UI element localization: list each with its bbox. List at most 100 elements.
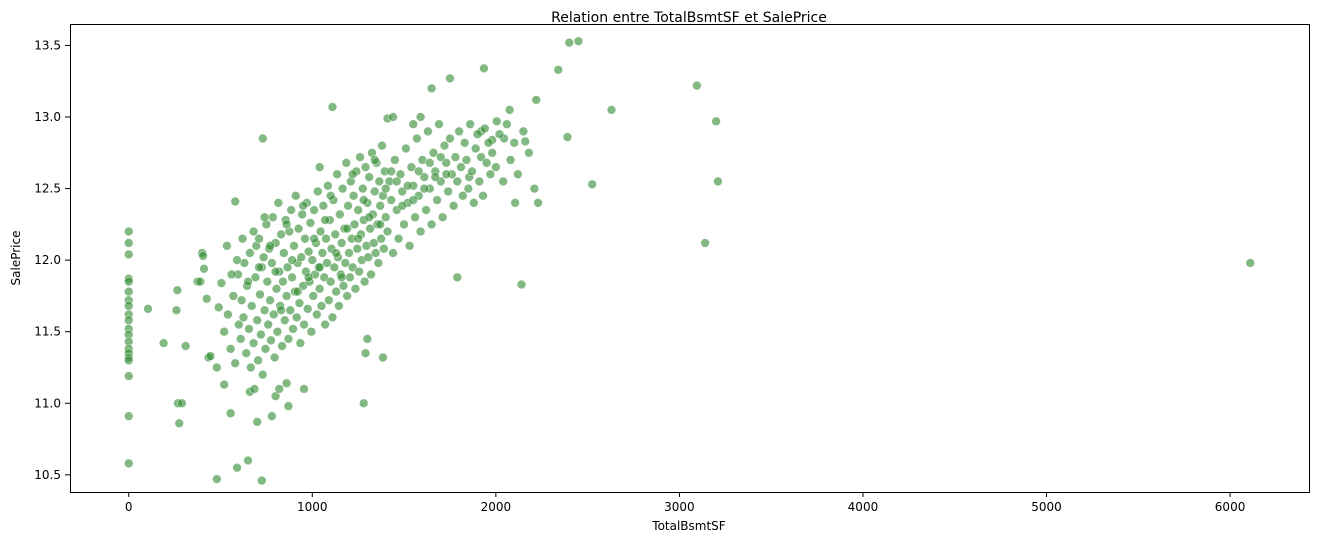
- data-point: [330, 229, 340, 240]
- x-tick-label: 0: [125, 500, 133, 514]
- data-point: [487, 148, 497, 158]
- data-point: [309, 233, 319, 244]
- data-point: [401, 143, 411, 154]
- data-point: [363, 252, 373, 262]
- data-point: [331, 286, 341, 297]
- data-point: [248, 226, 259, 237]
- data-point: [386, 195, 396, 205]
- data-point: [505, 155, 516, 165]
- data-point: [345, 272, 355, 283]
- data-point: [348, 191, 359, 201]
- data-point: [338, 281, 349, 291]
- data-point: [463, 183, 474, 194]
- y-tick-label: 11.0: [34, 396, 61, 410]
- data-point: [202, 294, 212, 304]
- data-point: [247, 301, 257, 311]
- data-point: [465, 119, 475, 129]
- data-point: [225, 344, 236, 354]
- data-point: [408, 119, 418, 129]
- data-point: [254, 262, 264, 272]
- data-point: [262, 276, 273, 287]
- data-point: [124, 249, 134, 260]
- x-tick-label: 3000: [664, 500, 695, 514]
- data-point: [177, 398, 187, 408]
- data-point: [232, 462, 242, 473]
- data-point: [476, 152, 486, 162]
- data-point: [124, 276, 134, 287]
- data-point: [456, 162, 466, 172]
- data-point: [441, 158, 451, 168]
- data-point: [347, 262, 358, 272]
- data-point: [354, 266, 364, 277]
- x-axis: 0 1000 2000 3000 4000 5000 6000: [125, 492, 1245, 514]
- data-point: [236, 334, 246, 344]
- data-point: [279, 248, 289, 258]
- data-point: [315, 226, 326, 237]
- data-point: [375, 201, 385, 211]
- data-point: [404, 241, 415, 251]
- data-point: [258, 252, 269, 262]
- data-point: [288, 324, 298, 334]
- data-point: [295, 338, 306, 348]
- data-point: [390, 155, 400, 165]
- data-point: [314, 284, 325, 294]
- data-point: [469, 198, 479, 208]
- data-point: [222, 241, 232, 251]
- data-point: [437, 212, 448, 222]
- data-point: [386, 166, 396, 177]
- data-point: [472, 129, 483, 139]
- data-point: [481, 158, 492, 168]
- data-point: [340, 258, 351, 268]
- data-point: [324, 295, 334, 305]
- data-point: [430, 172, 440, 182]
- data-point: [306, 327, 317, 337]
- data-point: [470, 143, 481, 154]
- data-point: [287, 272, 297, 283]
- data-point: [237, 233, 248, 244]
- data-point: [243, 455, 253, 466]
- data-point: [230, 358, 240, 368]
- data-point: [478, 191, 488, 201]
- data-point: [228, 291, 239, 301]
- data-point: [562, 132, 573, 142]
- x-tick-label: 6000: [1215, 500, 1246, 514]
- data-point: [309, 205, 319, 215]
- data-point: [373, 258, 384, 268]
- data-point: [225, 408, 236, 418]
- data-point: [553, 65, 563, 75]
- data-point: [241, 348, 251, 358]
- plot-area-frame: [70, 24, 1310, 493]
- y-axis-title: SalePrice: [9, 231, 23, 286]
- data-point: [381, 183, 391, 194]
- data-point: [513, 169, 523, 179]
- data-point: [308, 291, 318, 301]
- data-point: [423, 126, 433, 137]
- data-point: [296, 252, 306, 262]
- data-point: [711, 116, 721, 127]
- y-tick-label: 10.5: [34, 468, 61, 482]
- data-point: [364, 212, 374, 222]
- data-point: [370, 186, 380, 197]
- data-point: [320, 215, 330, 225]
- data-point: [307, 255, 317, 265]
- data-point: [278, 276, 288, 287]
- data-point: [322, 258, 332, 268]
- data-point: [408, 195, 418, 205]
- data-point: [232, 255, 242, 265]
- data-point: [205, 351, 216, 361]
- data-point: [300, 233, 310, 244]
- data-point: [243, 276, 253, 287]
- data-point: [124, 226, 134, 237]
- data-point: [518, 126, 529, 137]
- data-point: [439, 140, 450, 151]
- data-point: [483, 138, 494, 148]
- data-point: [277, 341, 287, 351]
- data-point: [415, 112, 426, 122]
- data-point: [448, 201, 459, 211]
- data-point: [249, 384, 260, 394]
- data-point: [283, 334, 294, 344]
- data-point: [381, 212, 391, 222]
- data-point: [289, 241, 299, 251]
- y-tick-label: 12.5: [34, 182, 61, 196]
- data-point: [255, 289, 265, 300]
